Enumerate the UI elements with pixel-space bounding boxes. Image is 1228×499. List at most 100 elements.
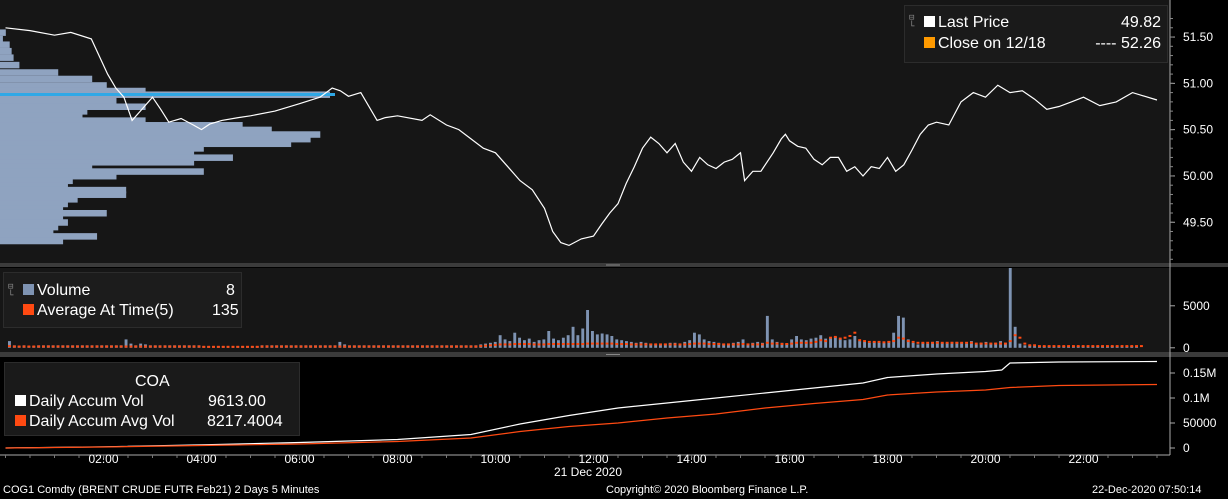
volume-bar — [8, 341, 11, 348]
average-mark — [173, 345, 177, 348]
volume-bar — [882, 342, 886, 348]
average-mark — [56, 345, 60, 348]
average-mark — [1057, 345, 1061, 348]
average-mark — [197, 345, 201, 348]
profile-bar — [0, 126, 272, 134]
average-mark — [27, 345, 31, 348]
accum-tick-label: 0 — [1183, 441, 1190, 455]
volume-bar — [785, 343, 789, 348]
volume-legend-tree-icon[interactable]: ⊟ └ — [8, 282, 14, 301]
average-mark — [547, 343, 551, 345]
volume-bar — [965, 343, 968, 348]
average-mark — [323, 345, 327, 348]
average-mark — [221, 345, 225, 348]
volume-bar — [974, 344, 978, 348]
volume-legend[interactable]: ⊟ └ Volume 8 Average At Time(5) 135 — [3, 272, 242, 328]
volume-bar — [1028, 345, 1032, 348]
volume-bar — [498, 335, 502, 348]
average-mark — [246, 345, 249, 348]
average-mark — [318, 345, 322, 348]
accum-legend[interactable]: COA Daily Accum Vol 9613.00 Daily Accum … — [4, 362, 300, 436]
average-mark — [663, 343, 667, 346]
average-mark — [833, 335, 837, 338]
average-mark — [625, 343, 628, 345]
profile-bar — [0, 182, 68, 189]
volume-bar — [819, 335, 823, 348]
accum-avg-swatch — [15, 415, 26, 426]
volume-bar — [561, 337, 565, 348]
accum-tick-label: 50000 — [1183, 416, 1217, 430]
footer-timestamp: 22-Dec-2020 07:50:14 — [1092, 484, 1202, 496]
average-mark — [387, 345, 390, 348]
average-mark — [284, 345, 288, 348]
average-mark — [1125, 345, 1129, 348]
average-mark — [678, 343, 682, 346]
profile-bar — [0, 209, 107, 217]
volume-bar — [960, 342, 964, 348]
average-mark — [489, 344, 492, 347]
average-mark — [887, 340, 891, 343]
volume-profile — [0, 29, 335, 245]
average-mark — [309, 345, 313, 348]
average-value: 135 — [212, 302, 239, 319]
volume-bar — [566, 335, 570, 348]
price-legend[interactable]: ⊟ └ Last Price 49.82 Close on 12/18 ---- … — [904, 5, 1168, 63]
average-mark — [280, 345, 283, 348]
profile-bar — [0, 35, 3, 43]
average-mark — [343, 345, 347, 348]
average-mark — [440, 345, 444, 348]
average-mark — [513, 343, 517, 345]
average-mark — [882, 341, 886, 344]
volume-bar — [659, 343, 662, 348]
average-mark — [1120, 345, 1124, 348]
volume-bar — [746, 343, 750, 348]
average-mark — [333, 345, 337, 348]
average-mark — [770, 342, 774, 345]
average-mark — [1004, 342, 1007, 345]
average-mark — [114, 345, 118, 348]
volume-bar — [591, 331, 594, 348]
accum-avg-label: Daily Accum Avg Vol — [29, 413, 175, 430]
average-mark — [994, 342, 998, 345]
accum-vol-value: 9613.00 — [208, 393, 266, 410]
profile-bar — [0, 196, 78, 203]
volume-bar — [838, 339, 842, 348]
average-mark — [105, 345, 109, 348]
average-mark — [435, 345, 439, 348]
average-mark — [858, 339, 862, 342]
average-mark — [581, 343, 585, 345]
average-mark — [1081, 345, 1085, 348]
average-mark — [158, 345, 162, 348]
average-mark — [824, 340, 828, 343]
average-mark — [712, 343, 716, 345]
profile-bar — [0, 149, 195, 157]
average-mark — [241, 345, 245, 348]
average-mark — [255, 345, 259, 348]
average-mark — [66, 345, 70, 348]
average-mark — [926, 341, 930, 344]
average-mark — [61, 345, 65, 348]
profile-bar — [0, 47, 12, 55]
average-mark — [785, 343, 789, 345]
volume-bar — [897, 315, 900, 348]
volume-bar — [654, 344, 658, 348]
profile-bar — [0, 168, 204, 175]
volume-bar — [872, 341, 876, 348]
average-mark — [1091, 345, 1095, 348]
average-mark — [576, 343, 580, 345]
average-mark — [1013, 334, 1017, 337]
volume-bar — [513, 332, 517, 348]
average-mark — [416, 345, 419, 348]
average-mark — [236, 345, 240, 348]
average-mark — [12, 345, 16, 348]
average-mark — [391, 345, 395, 348]
x-tick-label: 22:00 — [1068, 452, 1098, 466]
average-mark — [314, 345, 317, 348]
volume-bar — [887, 341, 891, 348]
legend-tree-icon[interactable]: ⊟ └ — [909, 13, 915, 32]
average-mark — [304, 345, 308, 348]
average-mark — [702, 342, 706, 345]
average-mark — [629, 343, 633, 346]
volume-bar — [765, 315, 769, 348]
average-mark — [484, 344, 487, 347]
